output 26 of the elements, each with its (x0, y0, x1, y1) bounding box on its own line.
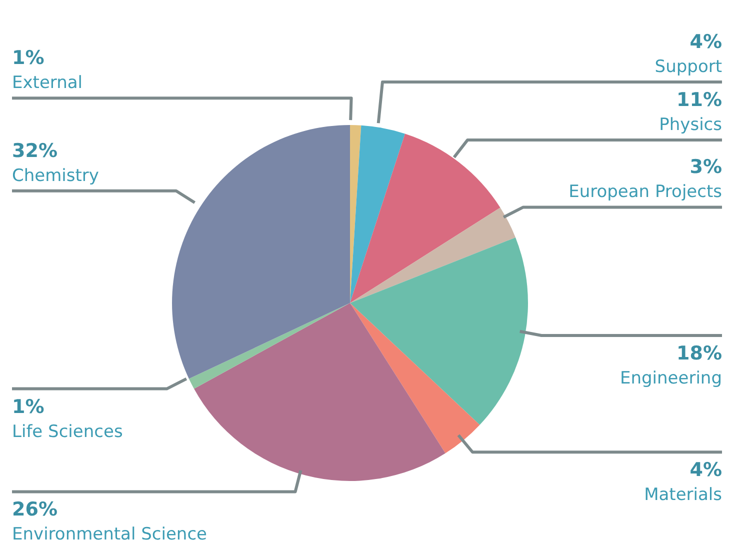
data-label: 32% (12, 140, 58, 162)
data-label: 26% (12, 498, 58, 521)
data-label: 3% (690, 156, 722, 178)
pie-slice (188, 303, 350, 389)
pie-slice (350, 134, 500, 303)
data-label: 11% (676, 88, 722, 111)
pie-slice (194, 303, 446, 481)
slice-label: Chemistry (12, 166, 99, 186)
data-label: 18% (676, 342, 722, 364)
slice-label: Support (654, 56, 722, 77)
pie-slice (350, 125, 406, 303)
pie-slice (350, 303, 480, 454)
pie-slice (350, 208, 516, 303)
slice-label: Materials (644, 485, 722, 506)
slice-label: Physics (659, 114, 722, 135)
data-label: 4% (690, 459, 722, 482)
data-label: 1% (12, 396, 44, 418)
data-label: 4% (690, 30, 722, 53)
slice-label: Engineering (620, 368, 722, 388)
slice-label: European Projects (568, 182, 722, 202)
data-label: 1% (12, 47, 44, 70)
slice-label: Life Sciences (12, 422, 123, 442)
slice-label: External (12, 73, 83, 94)
slice-label: Environmental Science (12, 524, 207, 545)
pie-slice (172, 125, 350, 379)
pie-slice (350, 237, 528, 425)
